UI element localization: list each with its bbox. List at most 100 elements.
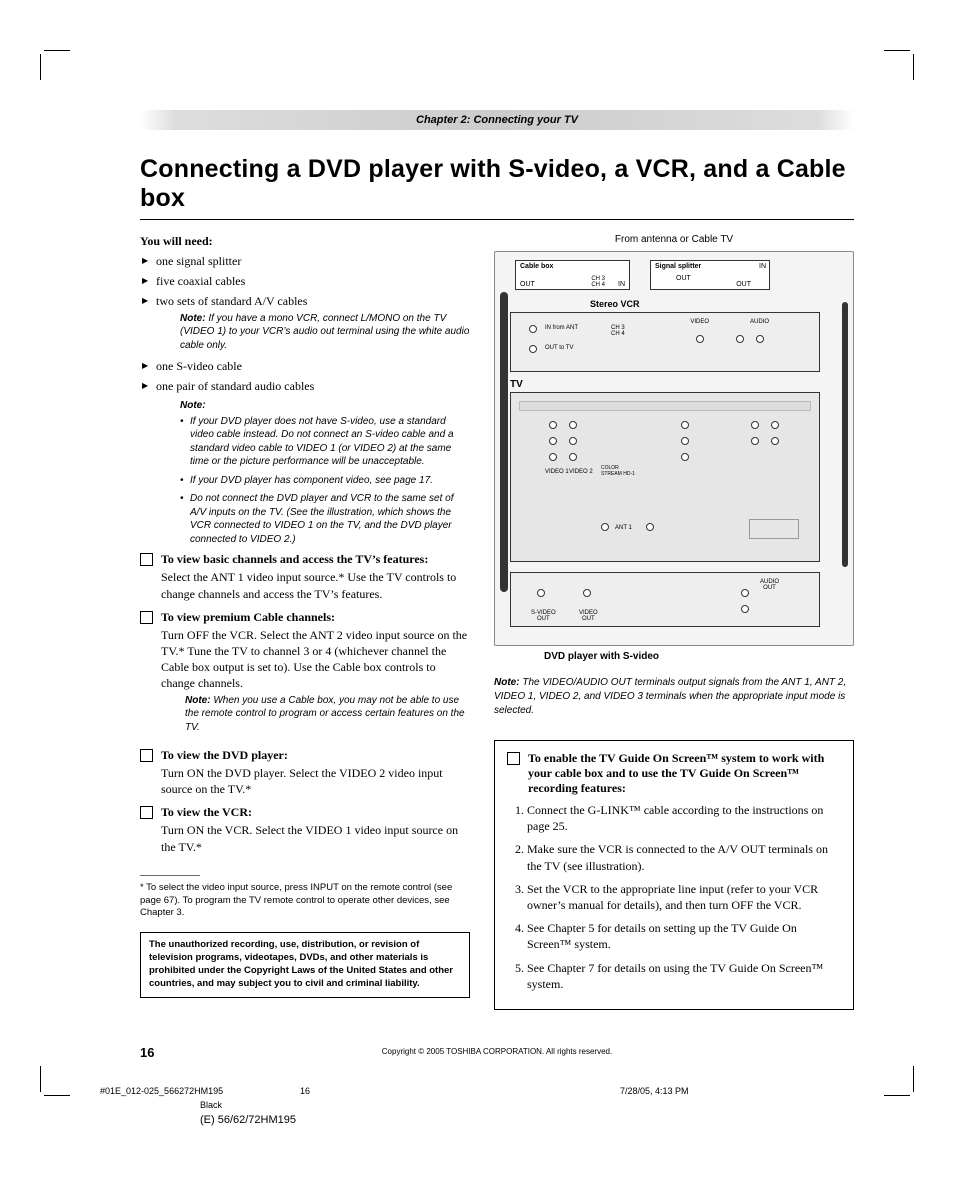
connector-icon: [681, 453, 689, 461]
note-bullet: If your DVD player does not have S-video…: [180, 415, 470, 469]
checkbox-item: To view the DVD player: Turn ON the DVD …: [140, 748, 470, 797]
checkbox-icon: [140, 611, 153, 624]
checkbox-body: To view premium Cable channels: Turn OFF…: [161, 610, 470, 740]
checkbox-body: To view basic channels and access the TV…: [161, 552, 470, 601]
note-bullets: If your DVD player does not have S-video…: [180, 415, 470, 547]
tv-guide-step: See Chapter 5 for details on setting up …: [527, 920, 841, 952]
need-item: two sets of standard A/V cables Note: If…: [140, 293, 470, 352]
note-bullet: Do not connect the DVD player and VCR to…: [180, 492, 470, 546]
note-text: When you use a Cable box, you may not be…: [185, 695, 465, 733]
tv-jack-row: VIDEO 1 VIDEO 2 COLOR STREAM HD-1: [521, 421, 809, 491]
out-label: OUT: [736, 281, 751, 288]
need-text: one pair of standard audio cables: [156, 379, 314, 393]
checkbox-title: To view the VCR:: [161, 805, 470, 820]
need-text: two sets of standard A/V cables: [156, 294, 307, 308]
checkbox-icon: [140, 806, 153, 819]
tv-port-group: [749, 519, 799, 539]
vcr-box: IN from ANT OUT to TV CH 3 CH 4 VIDEO AU…: [510, 312, 820, 372]
checkbox-text: Select the ANT 1 video input source.* Us…: [161, 569, 470, 601]
tv-guide-steps: Connect the G-LINK™ cable according to t…: [507, 802, 841, 992]
you-will-need-heading: You will need:: [140, 234, 470, 249]
connector-icon: [771, 437, 779, 445]
note-bullet: If your DVD player has component video, …: [180, 474, 470, 488]
connector-icon: [549, 453, 557, 461]
connector-icon: [646, 523, 654, 531]
footer-date: 7/28/05, 4:13 PM: [620, 1086, 689, 1096]
connector-icon: [751, 437, 759, 445]
footnote-text: * To select the video input source, pres…: [140, 882, 470, 920]
footer-file: #01E_012-025_566272HM195: [100, 1086, 300, 1096]
video-out-label: VIDEO OUT: [579, 610, 598, 622]
checkbox-body: To view the DVD player: Turn ON the DVD …: [161, 748, 470, 797]
tv-slot: [519, 401, 811, 411]
connector-icon: [569, 453, 577, 461]
colorstream-label: COLOR STREAM HD-1: [601, 465, 635, 477]
dvd-player-box: S-VIDEO OUT VIDEO OUT AUDIO OUT: [510, 572, 820, 627]
tv-guide-step: See Chapter 7 for details on using the T…: [527, 960, 841, 992]
page-content: Chapter 2: Connecting your TV Connecting…: [60, 40, 894, 1056]
ant1-label: ANT 1: [615, 525, 632, 531]
in-from-ant-label: IN from ANT: [545, 325, 578, 331]
needs-list: one signal splitter five coaxial cables …: [140, 253, 470, 546]
chapter-bar: Chapter 2: Connecting your TV: [140, 110, 854, 130]
connector-icon: [751, 421, 759, 429]
tv-ant-row: ANT 1: [521, 519, 809, 549]
need-item: one S-video cable: [140, 358, 470, 374]
connector-icon: [696, 335, 704, 343]
diagram-caption-top: From antenna or Cable TV: [494, 234, 854, 245]
note-block: Note: When you use a Cable box, you may …: [161, 694, 470, 735]
checkbox-body: To view the VCR: Turn ON the VCR. Select…: [161, 805, 470, 854]
svideo-out-label: S-VIDEO OUT: [531, 610, 556, 622]
note-block: Note: If you have a mono VCR, connect L/…: [156, 312, 470, 353]
columns: You will need: one signal splitter five …: [140, 234, 854, 1010]
out-label: OUT: [520, 281, 535, 288]
tv-label: TV: [510, 379, 523, 390]
tv-guide-box: To enable the TV Guide On Screen™ system…: [494, 740, 854, 1010]
checkbox-text: Turn ON the DVD player. Select the VIDEO…: [161, 765, 470, 797]
tv-guide-step: Make sure the VCR is connected to the A/…: [527, 841, 841, 873]
copyright-text: Copyright © 2005 TOSHIBA CORPORATION. Al…: [140, 1047, 854, 1056]
signal-splitter: Signal splitter IN OUT OUT: [650, 260, 770, 290]
connector-icon: [736, 335, 744, 343]
connector-icon: [569, 421, 577, 429]
cable-trunk: [500, 292, 508, 592]
video1-label: VIDEO 1: [545, 469, 569, 475]
checkbox-text: Turn OFF the VCR. Select the ANT 2 video…: [161, 627, 470, 692]
footnote-separator: __________: [140, 863, 470, 878]
connector-icon: [741, 589, 749, 597]
need-item: one signal splitter: [140, 253, 470, 269]
tv-panel: VIDEO 1 VIDEO 2 COLOR STREAM HD-1: [510, 392, 820, 562]
need-item: five coaxial cables: [140, 273, 470, 289]
connection-diagram: Cable box OUT CH 3 CH 4 IN Signal splitt…: [494, 251, 854, 646]
note-label: Note:: [180, 400, 206, 411]
footer-black: Black: [60, 1100, 894, 1110]
audio-label: AUDIO: [750, 319, 769, 325]
tv-guide-step: Set the VCR to the appropriate line inpu…: [527, 881, 841, 913]
out-to-tv-label: OUT to TV: [545, 345, 573, 351]
ch34-label: CH 3 CH 4: [591, 276, 605, 288]
checkbox-icon: [140, 749, 153, 762]
in-label: IN: [759, 263, 766, 270]
crop-mark-br: [884, 1066, 914, 1096]
checkbox-item: To view premium Cable channels: Turn OFF…: [140, 610, 470, 740]
checkbox-title: To view basic channels and access the TV…: [161, 552, 470, 567]
in-label: IN: [618, 281, 625, 288]
note-label: Note:: [185, 695, 211, 706]
out-label: OUT: [676, 275, 691, 282]
right-note: Note: The VIDEO/AUDIO OUT terminals outp…: [494, 676, 854, 718]
connector-icon: [537, 589, 545, 597]
right-column: From antenna or Cable TV Cable box OUT C…: [494, 234, 854, 1010]
title-rule: [140, 219, 854, 220]
connector-icon: [569, 437, 577, 445]
note-text: If you have a mono VCR, connect L/MONO o…: [180, 313, 469, 351]
checkbox-text: Turn ON the VCR. Select the VIDEO 1 vide…: [161, 822, 470, 854]
note-label: Note:: [180, 313, 206, 324]
connector-icon: [681, 421, 689, 429]
note-block: Note: If your DVD player does not have S…: [156, 396, 470, 546]
right-note-text: The VIDEO/AUDIO OUT terminals output sig…: [494, 677, 846, 716]
checkbox-title: To view premium Cable channels:: [161, 610, 470, 625]
connector-icon: [681, 437, 689, 445]
model-id: (E) 56/62/72HM195: [60, 1114, 894, 1126]
connector-icon: [549, 421, 557, 429]
splitter-label: Signal splitter: [655, 263, 701, 270]
